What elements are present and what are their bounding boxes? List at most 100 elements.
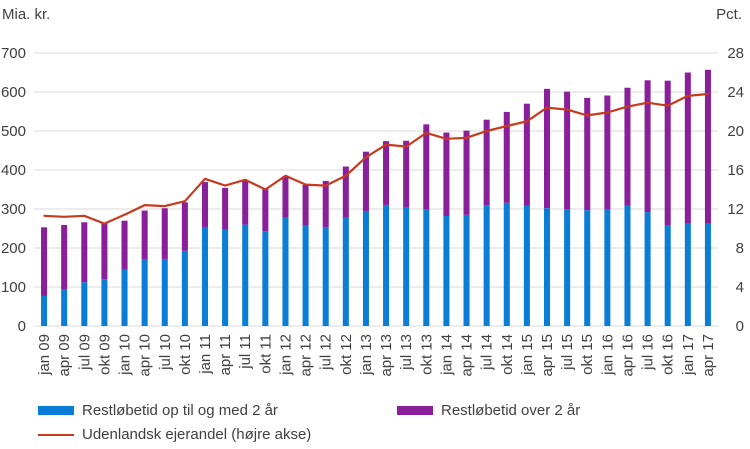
x-tick-label: apr 17 <box>700 334 717 377</box>
ownership-line <box>43 92 709 225</box>
bar-long-maturity <box>101 222 108 280</box>
legend-item-long-maturity: Restløbetid over 2 år <box>397 402 580 419</box>
line-point <box>143 204 146 206</box>
bar-long-maturity <box>282 176 289 218</box>
y-left-tick-label: 0 <box>18 318 26 335</box>
bar-long-maturity <box>443 132 450 217</box>
bar-short-maturity <box>483 205 490 326</box>
bar-short-maturity <box>443 216 450 326</box>
bar-short-maturity <box>543 208 551 326</box>
legend-item-short-maturity: Restløbetid op til og med 2 år <box>38 402 278 419</box>
bar-long-maturity <box>523 103 530 206</box>
bar-long-maturity <box>423 124 430 209</box>
x-tick-label: apr 12 <box>298 334 315 377</box>
bar-short-maturity <box>503 202 510 326</box>
bar-long-maturity <box>302 184 309 226</box>
x-tick-label: jul 13 <box>398 334 415 371</box>
bar-short-maturity <box>161 258 168 326</box>
bar-short-maturity <box>704 223 711 326</box>
y-right-tick-label: 12 <box>727 201 744 218</box>
bar-long-maturity <box>41 227 48 296</box>
bar-short-maturity <box>463 214 470 326</box>
bar-short-maturity <box>242 224 249 326</box>
bar-short-maturity <box>61 289 68 326</box>
bar-long-maturity <box>664 80 671 226</box>
bar-short-maturity <box>564 209 571 326</box>
line-point <box>264 188 267 191</box>
y-left-tick-label: 400 <box>1 162 26 179</box>
line-point <box>365 156 367 159</box>
x-tick-label: jan 16 <box>599 334 616 376</box>
bar-short-maturity <box>101 279 108 326</box>
x-tick-label: apr 14 <box>459 334 476 377</box>
x-tick-label: okt 16 <box>660 334 677 375</box>
bar-short-maturity <box>322 227 329 326</box>
bar-long-maturity <box>383 141 390 206</box>
bar-short-maturity <box>201 227 209 326</box>
x-tick-label: jul 09 <box>76 334 93 371</box>
bar-short-maturity <box>684 223 691 326</box>
line-point <box>385 143 387 146</box>
bar-short-maturity <box>41 295 48 326</box>
bar-long-maturity <box>242 180 249 225</box>
x-tick-label: jul 12 <box>318 334 335 371</box>
bar-long-maturity <box>483 119 490 206</box>
y-left-tick-label: 200 <box>1 240 26 257</box>
line-point <box>123 214 126 216</box>
bar-short-maturity <box>302 225 309 326</box>
bar-short-maturity <box>403 207 410 326</box>
x-tick-label: jan 14 <box>438 334 455 376</box>
bar-short-maturity <box>181 250 188 326</box>
bar-long-maturity <box>61 224 68 290</box>
x-tick-label: jan 10 <box>117 334 134 376</box>
x-tick-label: jan 11 <box>197 334 214 375</box>
x-tick-label: jul 14 <box>479 334 496 371</box>
line-point <box>606 111 609 114</box>
x-tick-label: jul 16 <box>640 334 657 371</box>
line-point <box>63 216 65 218</box>
y-right-tick-label: 4 <box>736 279 744 296</box>
bar-long-maturity <box>262 188 269 232</box>
bar-long-maturity <box>81 222 88 283</box>
x-tick-label: jan 17 <box>680 334 697 376</box>
y-left-tick-label: 600 <box>1 84 26 101</box>
line-point <box>43 215 45 217</box>
x-tick-label: jan 12 <box>277 334 294 376</box>
bar-short-maturity <box>523 205 530 326</box>
bar-short-maturity <box>584 210 591 326</box>
line-point <box>204 177 206 180</box>
bar-short-maturity <box>362 210 369 326</box>
bar-long-maturity <box>503 111 510 203</box>
gridlines <box>34 52 718 327</box>
y-left-tick-label: 300 <box>1 201 26 218</box>
line-point <box>586 114 589 117</box>
x-tick-label: okt 15 <box>579 334 596 375</box>
bar-short-maturity <box>604 209 611 326</box>
x-tick-label: apr 15 <box>539 334 556 377</box>
bar-long-maturity <box>584 97 591 211</box>
x-tick-label: jul 11 <box>237 334 254 370</box>
chart: 0 0 100 4 200 8 300 12 400 16 500 20 600 24 700 28 jan 0… <box>1 45 744 377</box>
bar-long-maturity <box>222 187 229 230</box>
line-point <box>465 137 468 139</box>
line-point <box>83 215 86 217</box>
bar-short-maturity <box>644 212 651 326</box>
bar-short-maturity <box>342 217 349 326</box>
y-right-tick-label: 28 <box>727 45 744 62</box>
bar-long-maturity <box>543 88 551 209</box>
bar-short-maturity <box>664 225 671 326</box>
line-point <box>184 200 186 202</box>
x-tick-label: okt 14 <box>499 334 516 375</box>
y-right-tick-label: 16 <box>727 162 744 179</box>
axes: 0 0 100 4 200 8 300 12 400 16 500 20 600 24 700 28 jan 0… <box>1 45 744 377</box>
x-tick-label: apr 13 <box>378 334 395 377</box>
line-point <box>425 132 428 134</box>
legend-item-foreign-share: Udenlandsk ejerandel (højre akse) <box>38 426 311 443</box>
line-point <box>445 138 448 140</box>
x-tick-label: okt 12 <box>338 334 355 375</box>
line-point <box>405 145 407 148</box>
bar-long-maturity <box>624 87 631 206</box>
x-tick-label: okt 10 <box>177 334 194 375</box>
bar-long-maturity <box>362 151 369 211</box>
bar-long-maturity <box>704 69 711 224</box>
